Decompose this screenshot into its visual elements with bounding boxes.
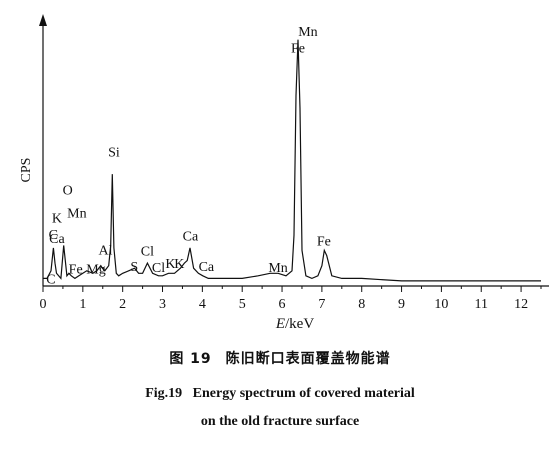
x-tick-label: 3 [159,297,166,312]
x-tick-label: 11 [474,297,487,312]
peak-label: Mn [268,261,287,276]
peak-label: Ca [199,260,215,275]
x-tick-label: 1 [79,297,86,312]
x-tick-label: 6 [279,297,286,312]
x-tick-label: 12 [514,297,528,312]
caption-cn-text: 陈旧断口表面覆盖物能谱 [225,351,391,367]
x-tick-label: 8 [358,297,365,312]
peak-label: K [52,212,62,227]
x-tick-label: 9 [398,297,405,312]
x-tick-label: 10 [434,297,448,312]
peak-label: Mn [67,206,86,221]
peak-label: K [174,257,184,272]
peak-label: Fe [317,234,331,249]
x-axis-label: E/keV [275,316,314,332]
caption-cn-number: 图 19 [169,351,212,367]
peak-label: Mg [86,262,105,277]
y-axis-arrow [39,14,47,26]
peak-label: Ca [49,232,65,247]
peak-label: Fe [69,262,83,277]
spectrum-line [43,39,541,282]
y-axis-label: CPS [19,158,34,183]
peak-label: Cl [141,245,154,260]
peak-label: S [130,260,138,275]
peak-label: Ca [183,229,199,244]
x-tick-label: 2 [119,297,126,312]
peak-label: Si [108,145,120,160]
x-axis-label-unit: /keV [285,316,314,332]
x-tick-label: 5 [239,297,246,312]
caption-english-line1: Fig.19 Energy spectrum of covered materi… [145,386,415,401]
peak-label: Fe [291,41,305,56]
peak-label: Mn [298,25,317,40]
peak-label: K [165,257,175,272]
peak-label: O [63,184,73,199]
peak-label: C [46,272,55,287]
caption-english-line2: on the old fracture surface [200,414,360,429]
x-tick-label: 0 [40,297,47,312]
peak-label: Cl [152,261,165,276]
x-tick-label: 4 [199,297,206,312]
x-ticks: 0 1 2 3 4 5 6 7 8 9 10 11 12 [40,286,542,312]
x-tick-label: 7 [318,297,325,312]
peak-label: Al [99,243,113,258]
caption-chinese: 图 19 陈旧断口表面覆盖物能谱 [0,348,560,368]
axes [39,14,549,287]
peak-label: C [49,228,58,243]
x-axis-label-var: E [275,316,285,332]
